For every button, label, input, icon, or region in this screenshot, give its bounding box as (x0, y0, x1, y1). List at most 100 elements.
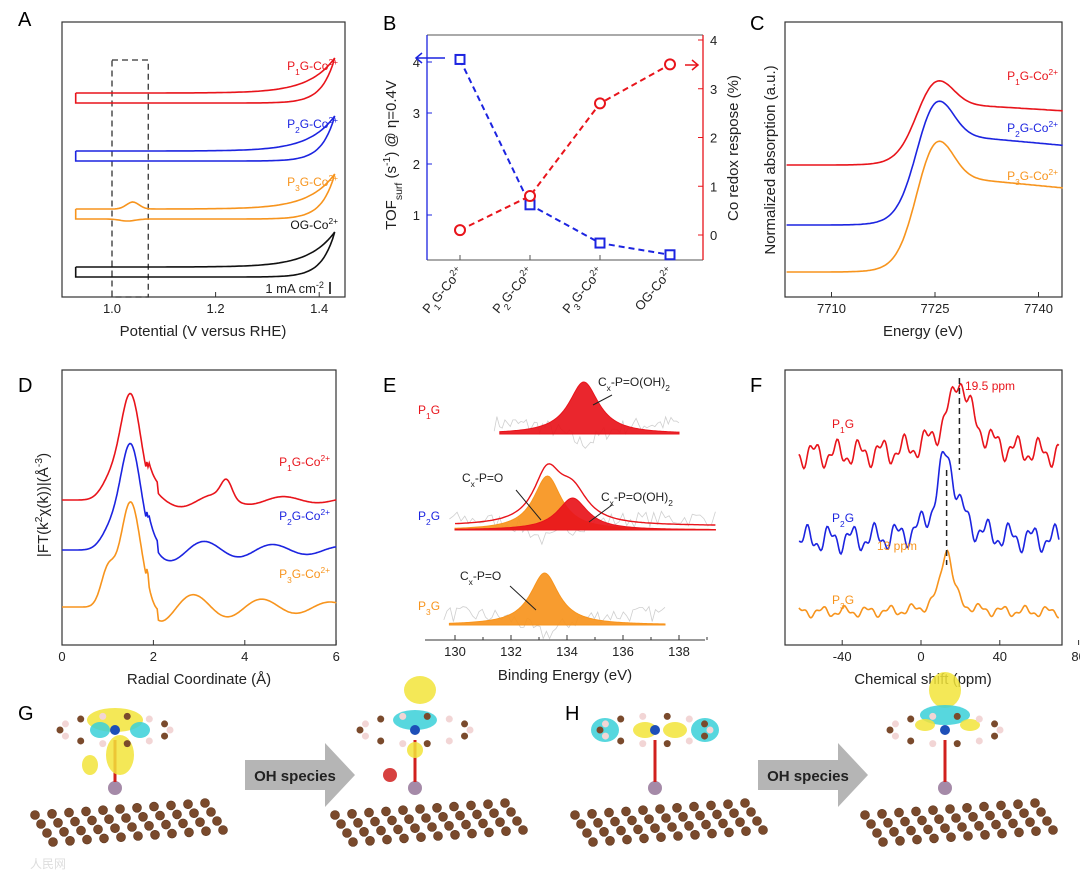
porphyrin-atom (461, 732, 469, 740)
panel-c-y-label: Normalized absorption (a.u.) (762, 65, 779, 254)
panel-f-axes (784, 369, 1063, 646)
graphene-atom (894, 807, 904, 818)
porphyrin-atom (601, 732, 609, 740)
panel-c-x-tick-label: 7740 (1024, 301, 1053, 316)
porphyrin-atom (123, 712, 131, 720)
graphene-atom (656, 832, 666, 843)
panel-d-x-tick-label: 6 (333, 649, 340, 664)
graphene-atom (150, 829, 160, 840)
panel-f-annotation-2: 13 ppm (877, 539, 917, 553)
panel-d-y-label: |FT(k2χ(k))|(Å-3) (33, 453, 52, 557)
panel-e-fit-peak-3-1 (448, 572, 666, 626)
panel-c-xanes-curve-3 (786, 140, 1063, 273)
graphene-atom (723, 799, 733, 810)
panel-b-y-tick-label: 1 (413, 208, 420, 223)
panel-g-structure-before (30, 708, 228, 847)
graphene-atom (500, 798, 510, 808)
panel-e-sample-label-3: P3G (418, 599, 440, 617)
panel-e-fit-peak-2-2 (454, 497, 716, 531)
graphene-atom (979, 801, 989, 812)
panel-a-legend-2: P2G-Co2+ (287, 115, 338, 135)
graphene-atom (183, 799, 193, 810)
graphene-atom (587, 808, 597, 819)
graphene-atom (599, 826, 609, 837)
graphene-atom (895, 835, 905, 846)
porphyrin-atom (929, 712, 937, 720)
panel-b-circle-marker (664, 58, 676, 71)
graphene-atom (576, 819, 586, 829)
graphene-atom (661, 813, 671, 823)
graphene-atom (70, 816, 80, 827)
panel-a-legend-3: P3G-Co2+ (287, 173, 338, 193)
panel-d-axes (61, 369, 337, 646)
graphene-atom (416, 832, 426, 843)
graphene-atom (996, 800, 1006, 811)
porphyrin-atom (445, 737, 453, 745)
graphene-atom (616, 825, 626, 836)
porphyrin-atom (77, 715, 85, 723)
panel-a-legend-4: OG-Co2+ (290, 216, 338, 232)
panel-d-ft-curve-1 (62, 392, 337, 508)
graphene-atom (381, 806, 391, 817)
graphene-atom (650, 823, 660, 834)
graphene-atom (604, 807, 614, 818)
panel-d-x-label: Radial Coordinate (Å) (127, 671, 271, 688)
graphene-atom (376, 825, 386, 836)
graphene-atom (1042, 816, 1052, 826)
graphene-atom (633, 824, 643, 835)
graphene-atom (878, 837, 888, 847)
graphene-atom (161, 819, 171, 830)
panel-f-sample-label-1: P1G (832, 417, 854, 435)
porphyrin-atom (617, 737, 625, 745)
orbital-isosurface (407, 742, 423, 758)
graphene-atom (695, 810, 705, 821)
panel-b-y-tick-label: 3 (413, 106, 420, 121)
graphene-atom (404, 814, 414, 825)
orbital-isosurface (663, 722, 687, 738)
graphene-atom (689, 801, 699, 812)
panel-f-nmr-curve-1 (798, 382, 1060, 470)
panel-e-x-tick-label: 134 (556, 644, 578, 659)
graphene-atom (387, 815, 397, 826)
porphyrin-atom (663, 740, 671, 748)
graphene-atom (167, 828, 177, 839)
graphene-atom (484, 827, 494, 838)
graphene-atom (127, 822, 137, 832)
graphene-atom (472, 809, 482, 820)
panel-b-y2-tick-label: 0 (710, 228, 717, 243)
panel-b-circle-marker (594, 97, 606, 110)
panel-e-annot-3-arrow-icon (588, 504, 613, 523)
panel-a-cv-curve-2 (74, 115, 336, 162)
graphene-atom (923, 824, 933, 835)
graphene-atom (911, 806, 921, 817)
graphene-atom (741, 826, 751, 837)
graphene-atom (189, 808, 199, 819)
graphene-atom (622, 834, 632, 845)
graphene-atom (512, 816, 522, 826)
graphene-atom (712, 809, 722, 820)
graphene-atom (121, 813, 131, 823)
panel-c-x-tick-label: 7710 (817, 301, 846, 316)
porphyrin-atom (975, 715, 983, 723)
graphene-atom (900, 816, 910, 827)
graphene-atom (184, 827, 194, 838)
cobalt-atom (940, 725, 950, 735)
graphene-atom (912, 834, 922, 845)
orbital-isosurface (90, 722, 110, 738)
porphyrin-atom (466, 726, 474, 734)
watermark: 人民网 (30, 857, 66, 871)
orbital-isosurface (929, 672, 961, 708)
graphene-atom (467, 828, 477, 839)
panel-c-legend-1: P1G-Co2+ (1007, 67, 1058, 87)
graphene-atom (588, 837, 598, 847)
orbital-isosurface (915, 719, 935, 731)
graphene-atom (980, 829, 990, 840)
porphyrin-atom (929, 740, 937, 748)
graphene-atom (684, 820, 694, 831)
graphene-atom (968, 811, 978, 822)
graphene-atom (672, 802, 682, 813)
graphene-atom (928, 805, 938, 816)
graphene-atom (149, 801, 159, 812)
panel-b-y2-tick-label: 3 (710, 82, 717, 97)
